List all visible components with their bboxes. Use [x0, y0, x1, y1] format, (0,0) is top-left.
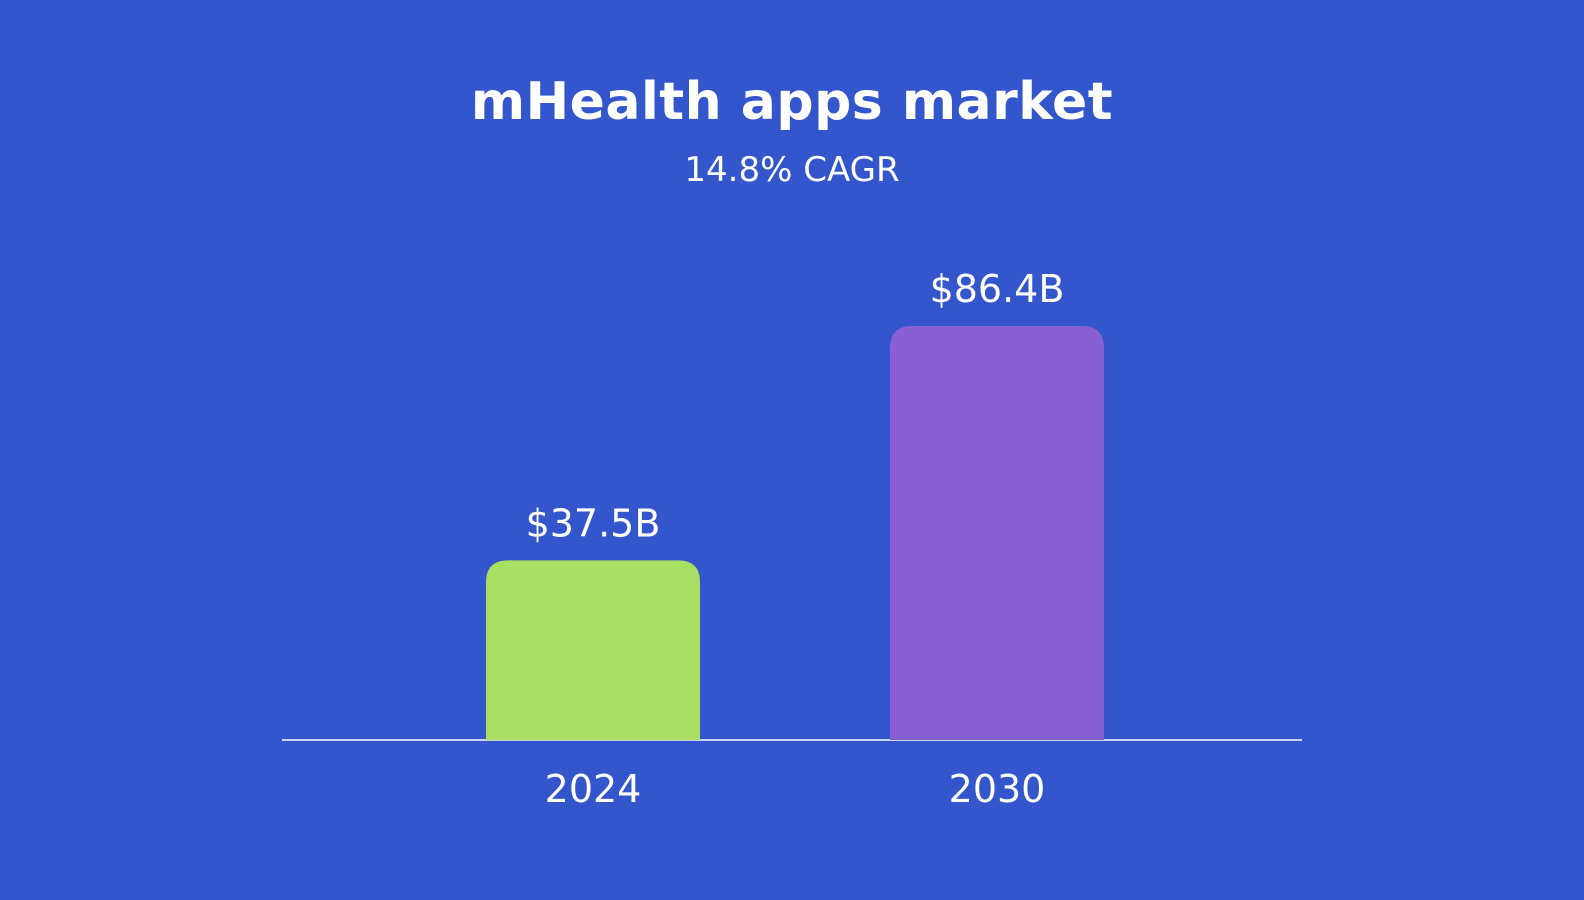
- chart-title: mHealth apps market: [470, 72, 1114, 132]
- x-tick-label-2030: 2030: [949, 767, 1046, 811]
- value-label-2024: $37.5B: [526, 501, 661, 545]
- value-label-2030: $86.4B: [930, 267, 1065, 311]
- x-tick-label-2024: 2024: [545, 767, 642, 811]
- value-labels-group: $37.5B $86.4B: [526, 267, 1065, 545]
- chart-subtitle: 14.8% CAGR: [684, 150, 900, 190]
- x-tick-labels-group: 2024 2030: [545, 767, 1046, 811]
- bar-2030: [890, 326, 1104, 740]
- bar-2024: [486, 560, 700, 740]
- bars-group: [486, 326, 1104, 740]
